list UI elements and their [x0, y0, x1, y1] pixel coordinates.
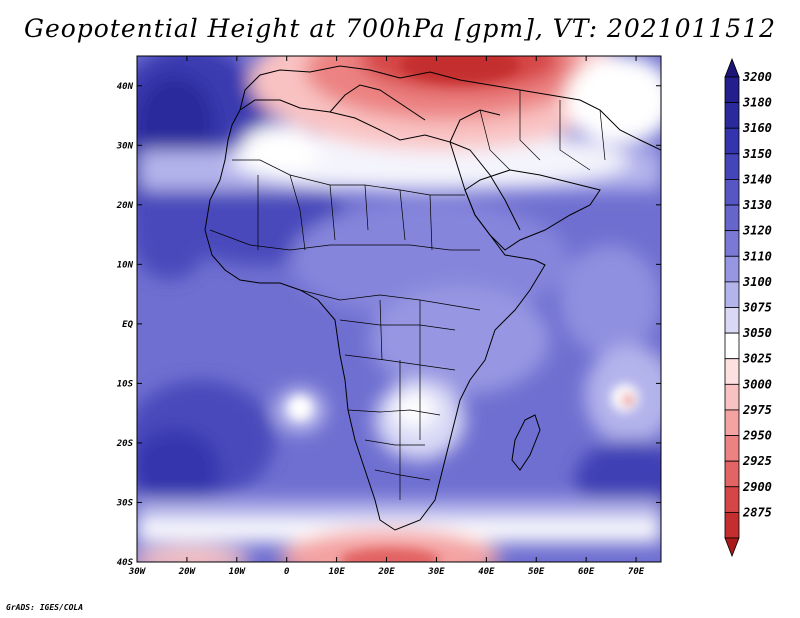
lon-tick-label: 10W — [229, 567, 247, 577]
colorbar-swatch — [724, 435, 740, 462]
colorbar-swatch — [724, 204, 740, 232]
colorbar-swatch — [724, 307, 740, 334]
lon-tick-label: 0 — [284, 567, 290, 577]
colorbar-label: 3100 — [742, 275, 772, 289]
colorbar-swatch — [724, 127, 740, 155]
height-field — [137, 56, 661, 562]
colorbar-label: 3180 — [742, 96, 772, 110]
colorbar-swatch — [724, 153, 740, 180]
colorbar-label: 3050 — [742, 326, 772, 340]
lat-tick-label: 30S — [116, 498, 134, 508]
colorbar-swatch — [724, 281, 740, 308]
colorbar-label: 3075 — [742, 301, 772, 315]
colorbar-label: 3200 — [742, 70, 772, 84]
colorbar-label: 2950 — [742, 429, 772, 443]
colorbar-swatch — [724, 179, 740, 206]
lon-tick-label: 40E — [478, 567, 495, 577]
colorbar-swatch — [724, 102, 740, 129]
map-title: Geopotential Height at 700hPa [gpm], VT:… — [23, 14, 777, 43]
colorbar-label: 3120 — [742, 224, 772, 238]
coastlines — [204, 65, 661, 531]
longitude-axis: 30W 20W 10W 0 10E 20E 30E 40E 50E 60E 70E — [128, 56, 645, 577]
colorbar-label: 3130 — [742, 198, 772, 212]
colorbar-swatch — [724, 486, 740, 513]
lat-tick-label: 10S — [117, 379, 134, 389]
colorbar-swatch — [724, 332, 740, 360]
colorbar-label: 3110 — [742, 249, 772, 263]
colorbar-swatch — [724, 255, 740, 283]
colorbar-swatch — [724, 409, 740, 436]
colorbar-swatch — [724, 76, 740, 104]
lon-tick-label: 20E — [377, 567, 395, 577]
grads-credit: GrADS: IGES/COLA — [6, 603, 84, 612]
colorbar-bottom-cap — [724, 537, 740, 558]
lon-tick-label: 30E — [427, 567, 445, 577]
colorbar-swatch — [724, 383, 740, 411]
lon-tick-label: 70E — [628, 567, 645, 577]
country-borders — [209, 90, 606, 500]
colorbar-label: 2925 — [742, 454, 772, 468]
lon-tick-label: 10E — [328, 567, 345, 577]
colorbar-label: 2900 — [742, 480, 772, 494]
colorbar-label: 2875 — [742, 505, 772, 519]
lon-tick-label: 20W — [178, 567, 197, 577]
colorbar-swatch — [724, 460, 740, 488]
colorbar-top-cap — [724, 57, 740, 78]
colorbar: 3200 3180 3160 3150 3140 3130 3120 3110 3100 3075… — [724, 57, 772, 558]
colorbar-label: 3160 — [742, 121, 772, 135]
lat-tick-label: 20S — [116, 439, 134, 449]
lat-tick-label: EQ — [122, 320, 133, 330]
lat-tick-label: 40N — [117, 82, 134, 92]
lat-tick-label: 20N — [116, 201, 134, 211]
latitude-axis: 40N 30N 20N 10N EQ 10S 20S 30S 40S — [116, 82, 661, 568]
colorbar-swatch — [724, 511, 740, 539]
colorbar-label: 3000 — [742, 377, 772, 391]
map-frame — [136, 55, 662, 563]
colorbar-label: 3140 — [742, 172, 772, 186]
lat-tick-label: 10N — [117, 260, 134, 270]
lat-tick-label: 30N — [116, 141, 134, 151]
lon-tick-label: 30W — [128, 567, 147, 577]
colorbar-label: 2975 — [742, 403, 772, 417]
lon-tick-label: 50E — [528, 567, 545, 577]
colorbar-swatch — [724, 230, 740, 257]
colorbar-swatch — [724, 358, 740, 385]
lat-tick-label: 40S — [117, 558, 134, 568]
lon-tick-label: 60E — [578, 567, 595, 577]
colorbar-label: 3025 — [742, 352, 772, 366]
colorbar-label: 3150 — [742, 147, 772, 161]
